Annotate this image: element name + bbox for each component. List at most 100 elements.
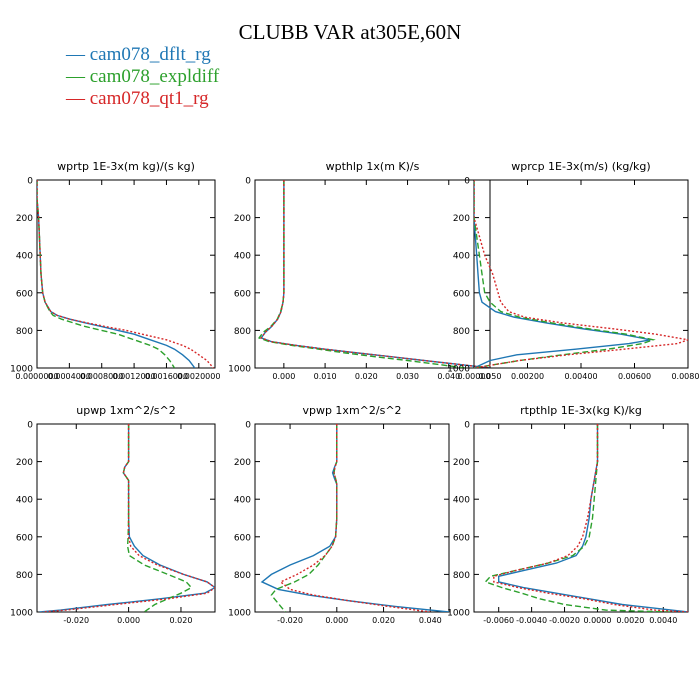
y-tick-label: 600 — [453, 533, 470, 543]
plot-frame — [36, 179, 216, 369]
x-tick-label: -0.0060 — [483, 616, 514, 625]
x-tick-label: 0.00200 — [511, 372, 544, 381]
series-line-dflt — [37, 180, 196, 368]
series-line-dflt — [498, 424, 688, 612]
series-line-qt1 — [279, 424, 431, 612]
x-tick-label: -0.0040 — [516, 616, 547, 625]
y-tick-label: 400 — [16, 496, 33, 506]
y-tick-label: 1000 — [447, 609, 470, 619]
x-tick-label: 0.020 — [372, 616, 395, 625]
x-tick-label: 0.0000 — [583, 616, 611, 625]
series-line-expldiff — [484, 424, 672, 612]
y-tick-label: 200 — [453, 458, 470, 468]
legend-label-dflt: cam078_dflt_rg — [89, 44, 211, 65]
legend: — cam078_dflt_rg — cam078_expldiff — cam… — [66, 44, 219, 110]
panel-title: wpthlp 1x(m K)/s — [326, 160, 420, 173]
y-tick-label: 200 — [16, 214, 33, 224]
y-tick-label: 0 — [27, 421, 33, 431]
plot-frame — [254, 423, 450, 613]
x-tick-label: 0.030 — [396, 372, 419, 381]
series-line-dflt — [260, 180, 490, 368]
x-tick-label: 0.020 — [355, 372, 378, 381]
x-tick-label: 0.00000 — [457, 372, 490, 381]
legend-item-expldiff: — cam078_expldiff — [66, 66, 220, 87]
y-tick-label: 0 — [245, 177, 251, 187]
x-tick-label: -0.020 — [63, 616, 89, 625]
y-tick-label: 800 — [453, 571, 470, 581]
series-line-expldiff — [270, 424, 338, 612]
y-tick-label: 600 — [234, 533, 251, 543]
panel-title: upwp 1xm^2/s^2 — [76, 404, 176, 417]
y-tick-label: 0 — [464, 421, 470, 431]
figure-title: CLUBB VAR at305E,60N — [238, 20, 462, 44]
x-tick-label: 0.020 — [170, 616, 193, 625]
panel-6: rtpthlp 1E-3x(kg K)/kg 0 200 400 600 800 1000 -… — [447, 404, 689, 625]
series-line-expldiff — [257, 180, 466, 368]
legend-item-dflt: — cam078_dflt_rg — [66, 44, 211, 65]
y-tick-label: 600 — [16, 533, 33, 543]
y-tick-label: 600 — [234, 289, 251, 299]
x-tick-label: 0.0008000 — [80, 372, 123, 381]
x-tick-label: 0.00600 — [618, 372, 651, 381]
series-line-qt1 — [493, 424, 688, 612]
x-tick-label: -0.0020 — [549, 616, 580, 625]
legend-label-expldiff: cam078_expldiff — [89, 66, 220, 87]
panel-title: wprcp 1E-3x(m/s) (kg/kg) — [511, 160, 650, 173]
x-tick-label: -0.020 — [277, 616, 303, 625]
panel-4: upwp 1xm^2/s^2 0 200 400 600 800 1000 -0.020 0.0… — [10, 404, 216, 625]
plot-frame — [473, 423, 689, 613]
y-tick-label: 800 — [234, 571, 251, 581]
y-tick-label: 1000 — [447, 365, 470, 375]
y-tick-label: 1000 — [10, 609, 33, 619]
x-tick-label: 0.0040 — [649, 616, 677, 625]
panel-title: rtpthlp 1E-3x(kg K)/kg — [520, 404, 642, 417]
legend-item-qt1: — cam078_qt1_rg — [66, 88, 209, 109]
x-tick-label: 0.040 — [419, 616, 442, 625]
y-tick-label: 400 — [453, 496, 470, 506]
x-tick-label: 0.0020000 — [177, 372, 220, 381]
y-tick-label: 800 — [453, 327, 470, 337]
y-tick-label: 200 — [234, 214, 251, 224]
y-tick-label: 1000 — [228, 365, 251, 375]
series-line-qt1 — [474, 180, 688, 368]
panel-title: wprtp 1E-3x(m kg)/(s kg) — [57, 160, 195, 173]
x-tick-label: 0.0004000 — [48, 372, 91, 381]
y-tick-label: 0 — [27, 177, 33, 187]
x-tick-label: 0.010 — [314, 372, 337, 381]
y-tick-label: 800 — [16, 327, 33, 337]
y-tick-label: 600 — [453, 289, 470, 299]
y-tick-label: 1000 — [10, 365, 33, 375]
x-tick-label: 0.0000000 — [15, 372, 58, 381]
y-tick-label: 200 — [234, 458, 251, 468]
panel-5: vpwp 1xm^2/s^2 0 200 400 600 800 1000 -0.020 0.0… — [228, 404, 450, 625]
panel-3: wprcp 1E-3x(m/s) (kg/kg) 0 200 400 600 800 100… — [447, 160, 700, 381]
series-line-qt1 — [37, 180, 214, 368]
x-tick-label: 0.00400 — [564, 372, 597, 381]
series-line-qt1 — [42, 424, 215, 612]
y-tick-label: 800 — [234, 327, 251, 337]
y-tick-label: 400 — [453, 252, 470, 262]
series-line-expldiff — [37, 180, 176, 368]
x-tick-label: 0.0012000 — [112, 372, 155, 381]
y-tick-label: 400 — [16, 252, 33, 262]
panel-title: vpwp 1xm^2/s^2 — [302, 404, 401, 417]
x-tick-label: 0.000 — [272, 372, 295, 381]
panel-2: wpthlp 1x(m K)/s 0 200 400 600 800 1000 0.000 0.… — [228, 160, 501, 381]
x-tick-label: 0.000 — [117, 616, 140, 625]
y-tick-label: 200 — [453, 214, 470, 224]
y-tick-label: 600 — [16, 289, 33, 299]
series-line-qt1 — [260, 180, 490, 368]
legend-label-qt1: cam078_qt1_rg — [89, 88, 209, 109]
x-tick-label: 0.050 — [479, 372, 502, 381]
y-tick-label: 200 — [16, 458, 33, 468]
y-tick-label: 1000 — [228, 609, 251, 619]
series-line-expldiff — [122, 424, 193, 612]
x-tick-label: 0.000 — [325, 616, 348, 625]
y-tick-label: 0 — [245, 421, 251, 431]
plot-frame — [254, 179, 491, 369]
plot-frame — [36, 423, 216, 613]
y-tick-label: 0 — [464, 177, 470, 187]
y-tick-label: 400 — [234, 252, 251, 262]
